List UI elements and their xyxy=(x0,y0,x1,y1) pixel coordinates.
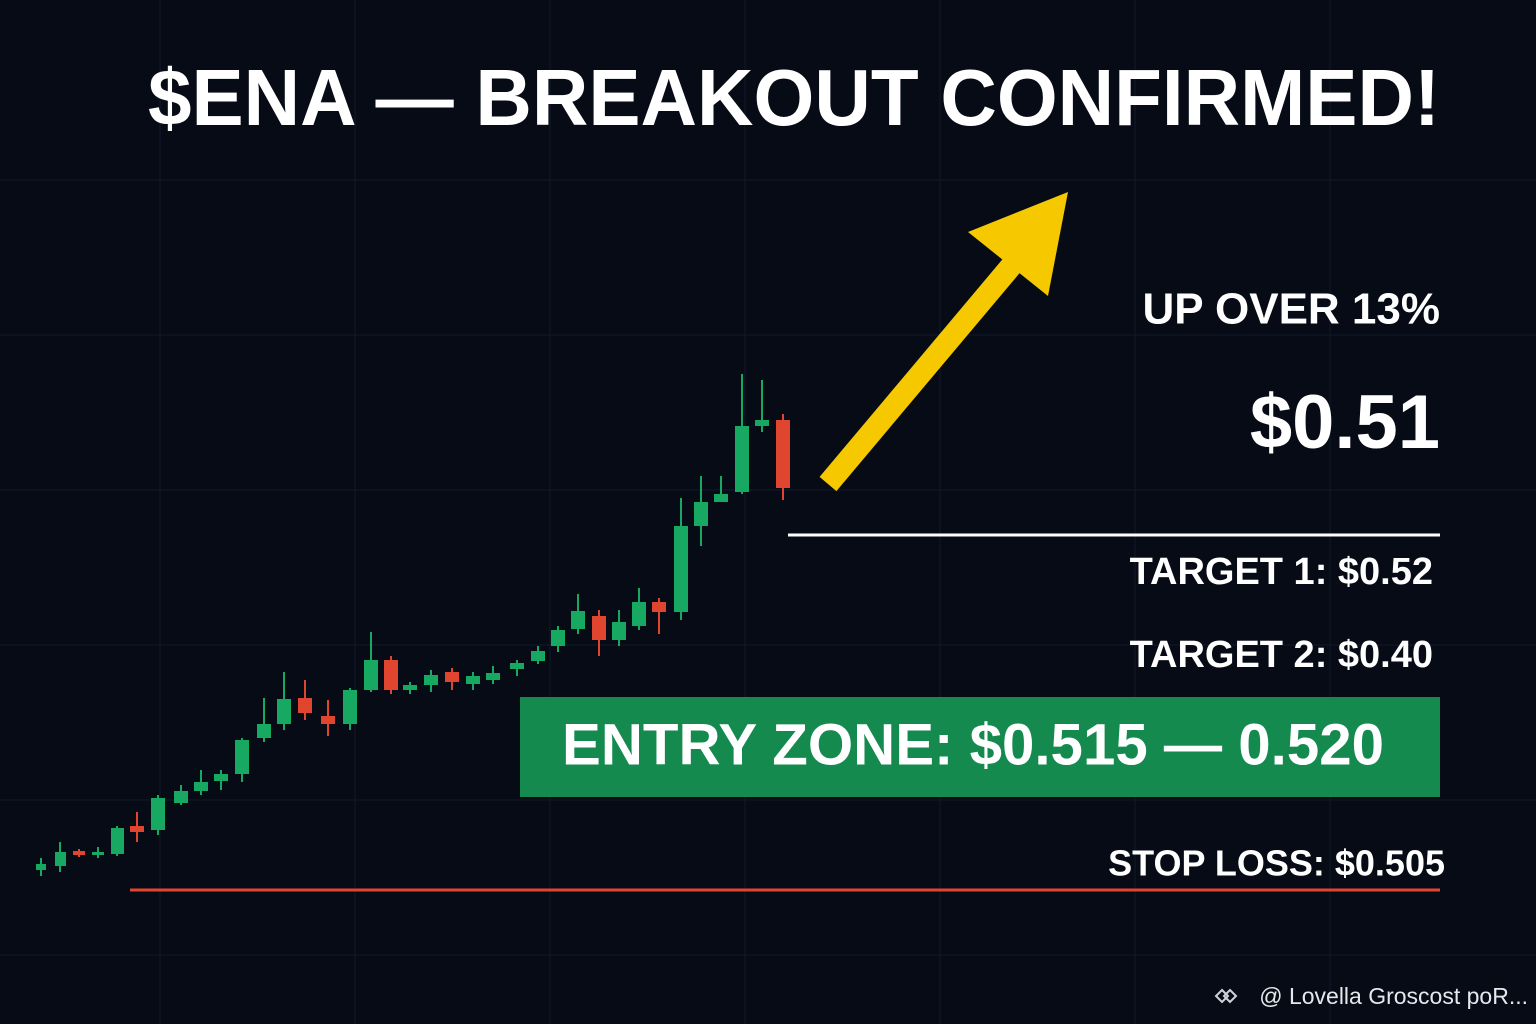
breakout-arrow xyxy=(819,192,1068,492)
entry-zone: ENTRY ZONE: $0.515 — 0.520 xyxy=(562,712,1384,777)
change-label: UP OVER 13% xyxy=(1142,285,1440,334)
price-label: $0.51 xyxy=(1250,380,1440,465)
target-2: TARGET 2: $0.40 xyxy=(1130,634,1433,676)
stop-loss: STOP LOSS: $0.505 xyxy=(1108,843,1445,884)
title: $ENA — BREAKOUT CONFIRMED! xyxy=(148,53,1440,142)
watermark-icon xyxy=(1214,988,1238,1004)
entry-zone-box xyxy=(520,697,1440,797)
candlesticks xyxy=(36,374,790,876)
watermark: @ Lovella Groscost poR... xyxy=(1259,983,1528,1009)
target-1: TARGET 1: $0.52 xyxy=(1130,551,1433,593)
